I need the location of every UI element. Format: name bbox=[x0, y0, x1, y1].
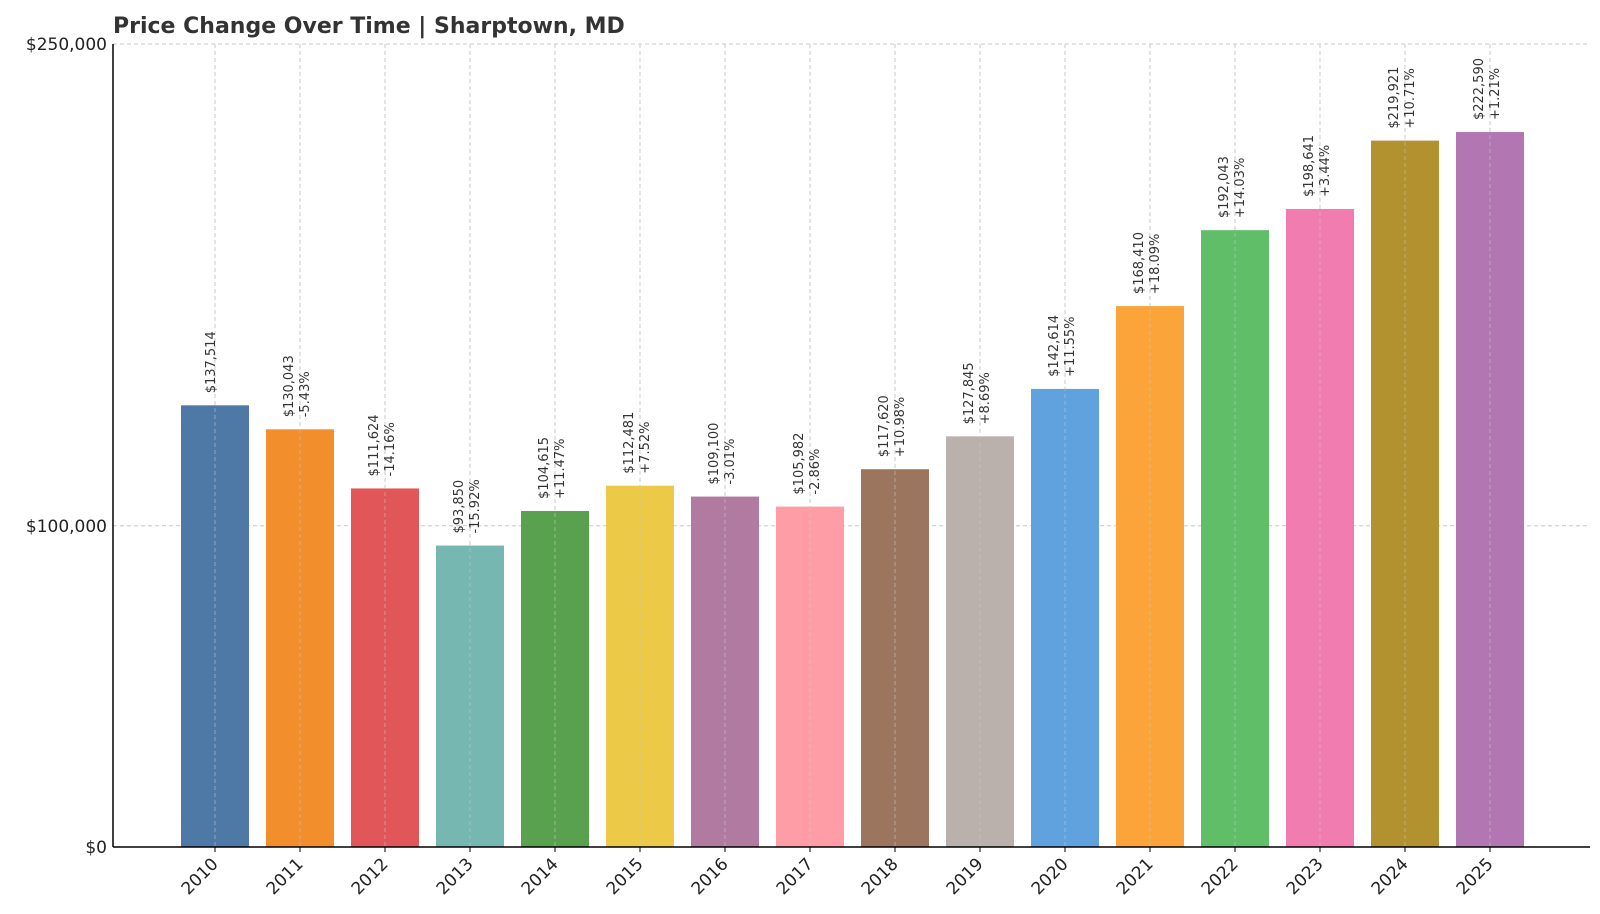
x-tick-label-2024: 2024 bbox=[1368, 854, 1413, 899]
value-label-2022: $192,043 bbox=[1217, 156, 1232, 218]
value-label-2020: $142,614 bbox=[1047, 315, 1062, 377]
x-tick-label-2015: 2015 bbox=[603, 854, 648, 899]
value-label-2025: $222,590 bbox=[1472, 58, 1487, 120]
x-tick-label-2019: 2019 bbox=[943, 854, 988, 899]
x-tick-label-2018: 2018 bbox=[858, 854, 903, 899]
value-label-2019: $127,845 bbox=[962, 362, 977, 424]
change-label-2019: +8.69% bbox=[978, 372, 993, 424]
y-tick-label: $250,000 bbox=[26, 35, 107, 55]
x-tick-label-2016: 2016 bbox=[688, 854, 733, 899]
x-tick-label-2025: 2025 bbox=[1453, 854, 1498, 899]
change-label-2025: +1.21% bbox=[1488, 68, 1503, 120]
x-tick-label-2012: 2012 bbox=[348, 854, 393, 899]
change-label-2017: -2.86% bbox=[808, 449, 823, 495]
bar-2015 bbox=[606, 485, 674, 847]
value-label-2016: $109,100 bbox=[707, 423, 722, 485]
change-label-2021: +18.09% bbox=[1148, 234, 1163, 294]
x-tick-label-2020: 2020 bbox=[1028, 854, 1073, 899]
bars-layer bbox=[181, 132, 1524, 848]
data-labels-layer: $137,514 $130,043 -5.43% $111,624 -14.16% $93… bbox=[204, 58, 1503, 534]
value-label-2018: $117,620 bbox=[877, 395, 892, 457]
y-tick-label: $0 bbox=[85, 838, 107, 858]
chart-title: Price Change Over Time | Sharptown, MD bbox=[113, 14, 625, 39]
change-label-2016: -3.01% bbox=[723, 439, 738, 485]
value-label-2010: $137,514 bbox=[204, 331, 219, 393]
axes-layer bbox=[112, 44, 1590, 852]
x-tick-label-2023: 2023 bbox=[1283, 854, 1328, 899]
change-label-2014: +11.47% bbox=[553, 439, 568, 499]
value-label-2024: $219,921 bbox=[1387, 67, 1402, 129]
change-label-2024: +10.71% bbox=[1403, 68, 1418, 128]
change-label-2023: +3.44% bbox=[1318, 145, 1333, 197]
bar-2011 bbox=[266, 429, 334, 847]
value-label-2021: $168,410 bbox=[1132, 232, 1147, 294]
x-tick-label-2011: 2011 bbox=[263, 854, 308, 899]
value-label-2017: $105,982 bbox=[792, 433, 807, 495]
value-label-2014: $104,615 bbox=[537, 437, 552, 499]
change-label-2020: +11.55% bbox=[1063, 316, 1078, 376]
bar-2014 bbox=[521, 510, 589, 847]
change-label-2011: -5.43% bbox=[298, 371, 313, 417]
x-tick-label-2013: 2013 bbox=[433, 854, 478, 899]
value-label-2011: $130,043 bbox=[282, 355, 297, 417]
bar-2018 bbox=[861, 469, 929, 847]
grid-layer bbox=[113, 43, 1590, 847]
x-tick-labels: 2010 2011 2012 2013 2014 2015 2016 2017 2018 2019… bbox=[178, 854, 1498, 899]
change-label-2015: +7.52% bbox=[638, 422, 653, 474]
change-label-2013: -15.92% bbox=[468, 479, 483, 533]
x-tick-label-2010: 2010 bbox=[178, 854, 223, 899]
y-tick-labels: $0 $100,000 $250,000 bbox=[26, 35, 107, 858]
x-tick-label-2014: 2014 bbox=[518, 854, 563, 899]
x-tick-label-2022: 2022 bbox=[1198, 854, 1243, 899]
bar-2025 bbox=[1456, 132, 1524, 848]
value-label-2023: $198,641 bbox=[1302, 135, 1317, 197]
y-tick-label: $100,000 bbox=[26, 517, 107, 537]
value-label-2015: $112,481 bbox=[622, 412, 637, 474]
change-label-2012: -14.16% bbox=[383, 422, 398, 476]
value-label-2013: $93,850 bbox=[452, 480, 467, 534]
value-label-2012: $111,624 bbox=[367, 414, 382, 476]
change-label-2018: +10.98% bbox=[893, 397, 908, 457]
change-label-2022: +14.03% bbox=[1233, 158, 1248, 218]
x-tick-label-2017: 2017 bbox=[773, 854, 818, 899]
x-tick-label-2021: 2021 bbox=[1113, 854, 1158, 899]
